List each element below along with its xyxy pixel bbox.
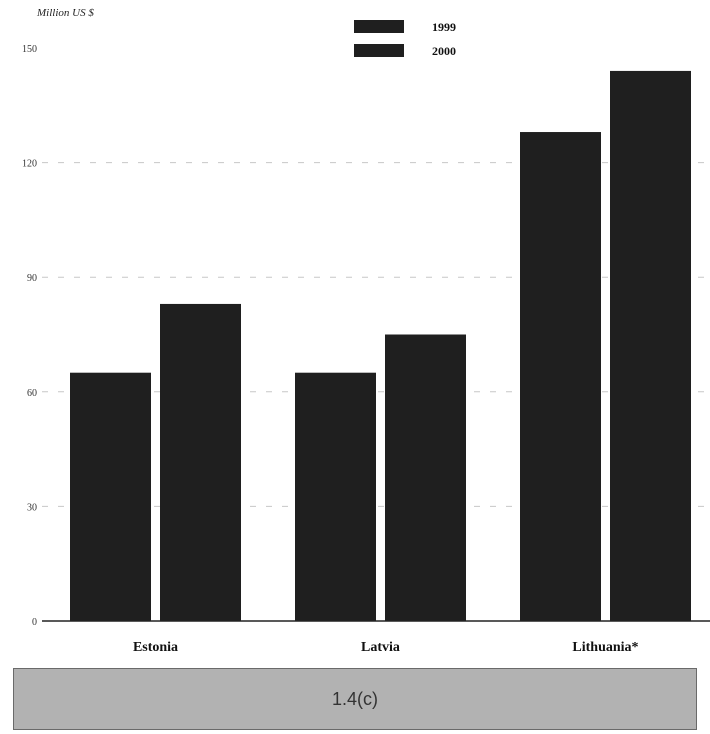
legend-label: 1999 (432, 20, 456, 34)
figure-caption: 1.4(c) (13, 668, 697, 730)
y-tick-label: 0 (32, 617, 37, 628)
bar-latvia-2000 (385, 334, 466, 621)
legend-swatch (354, 20, 404, 33)
bar-latvia-1999 (295, 372, 376, 621)
legend-label: 2000 (432, 44, 456, 58)
y-tick-label: 60 (27, 388, 37, 399)
y-tick-label: 120 (22, 159, 37, 170)
bars (70, 70, 691, 622)
x-labels: Estonia Latvia Lithuania* (133, 640, 639, 655)
legend-swatch (354, 44, 404, 57)
bar-estonia-1999 (70, 372, 151, 621)
bar-estonia-2000 (160, 303, 241, 621)
y-tick-label: 150 (22, 44, 37, 55)
y-ticks: 0 30 60 90 120 150 (22, 44, 37, 628)
legend: 1999 2000 (354, 20, 456, 58)
bar-chart: Million US $ 0 30 60 90 120 150 Estonia Latvia… (22, 7, 710, 655)
y-tick-label: 30 (27, 502, 37, 513)
bar-lithuania-2000 (610, 70, 691, 622)
bar-lithuania-1999 (520, 132, 601, 622)
x-category-label: Latvia (361, 640, 400, 655)
y-axis-label: Million US $ (36, 7, 94, 19)
x-category-label: Estonia (133, 640, 178, 655)
x-category-label: Lithuania* (572, 640, 638, 655)
y-tick-label: 90 (27, 273, 37, 284)
